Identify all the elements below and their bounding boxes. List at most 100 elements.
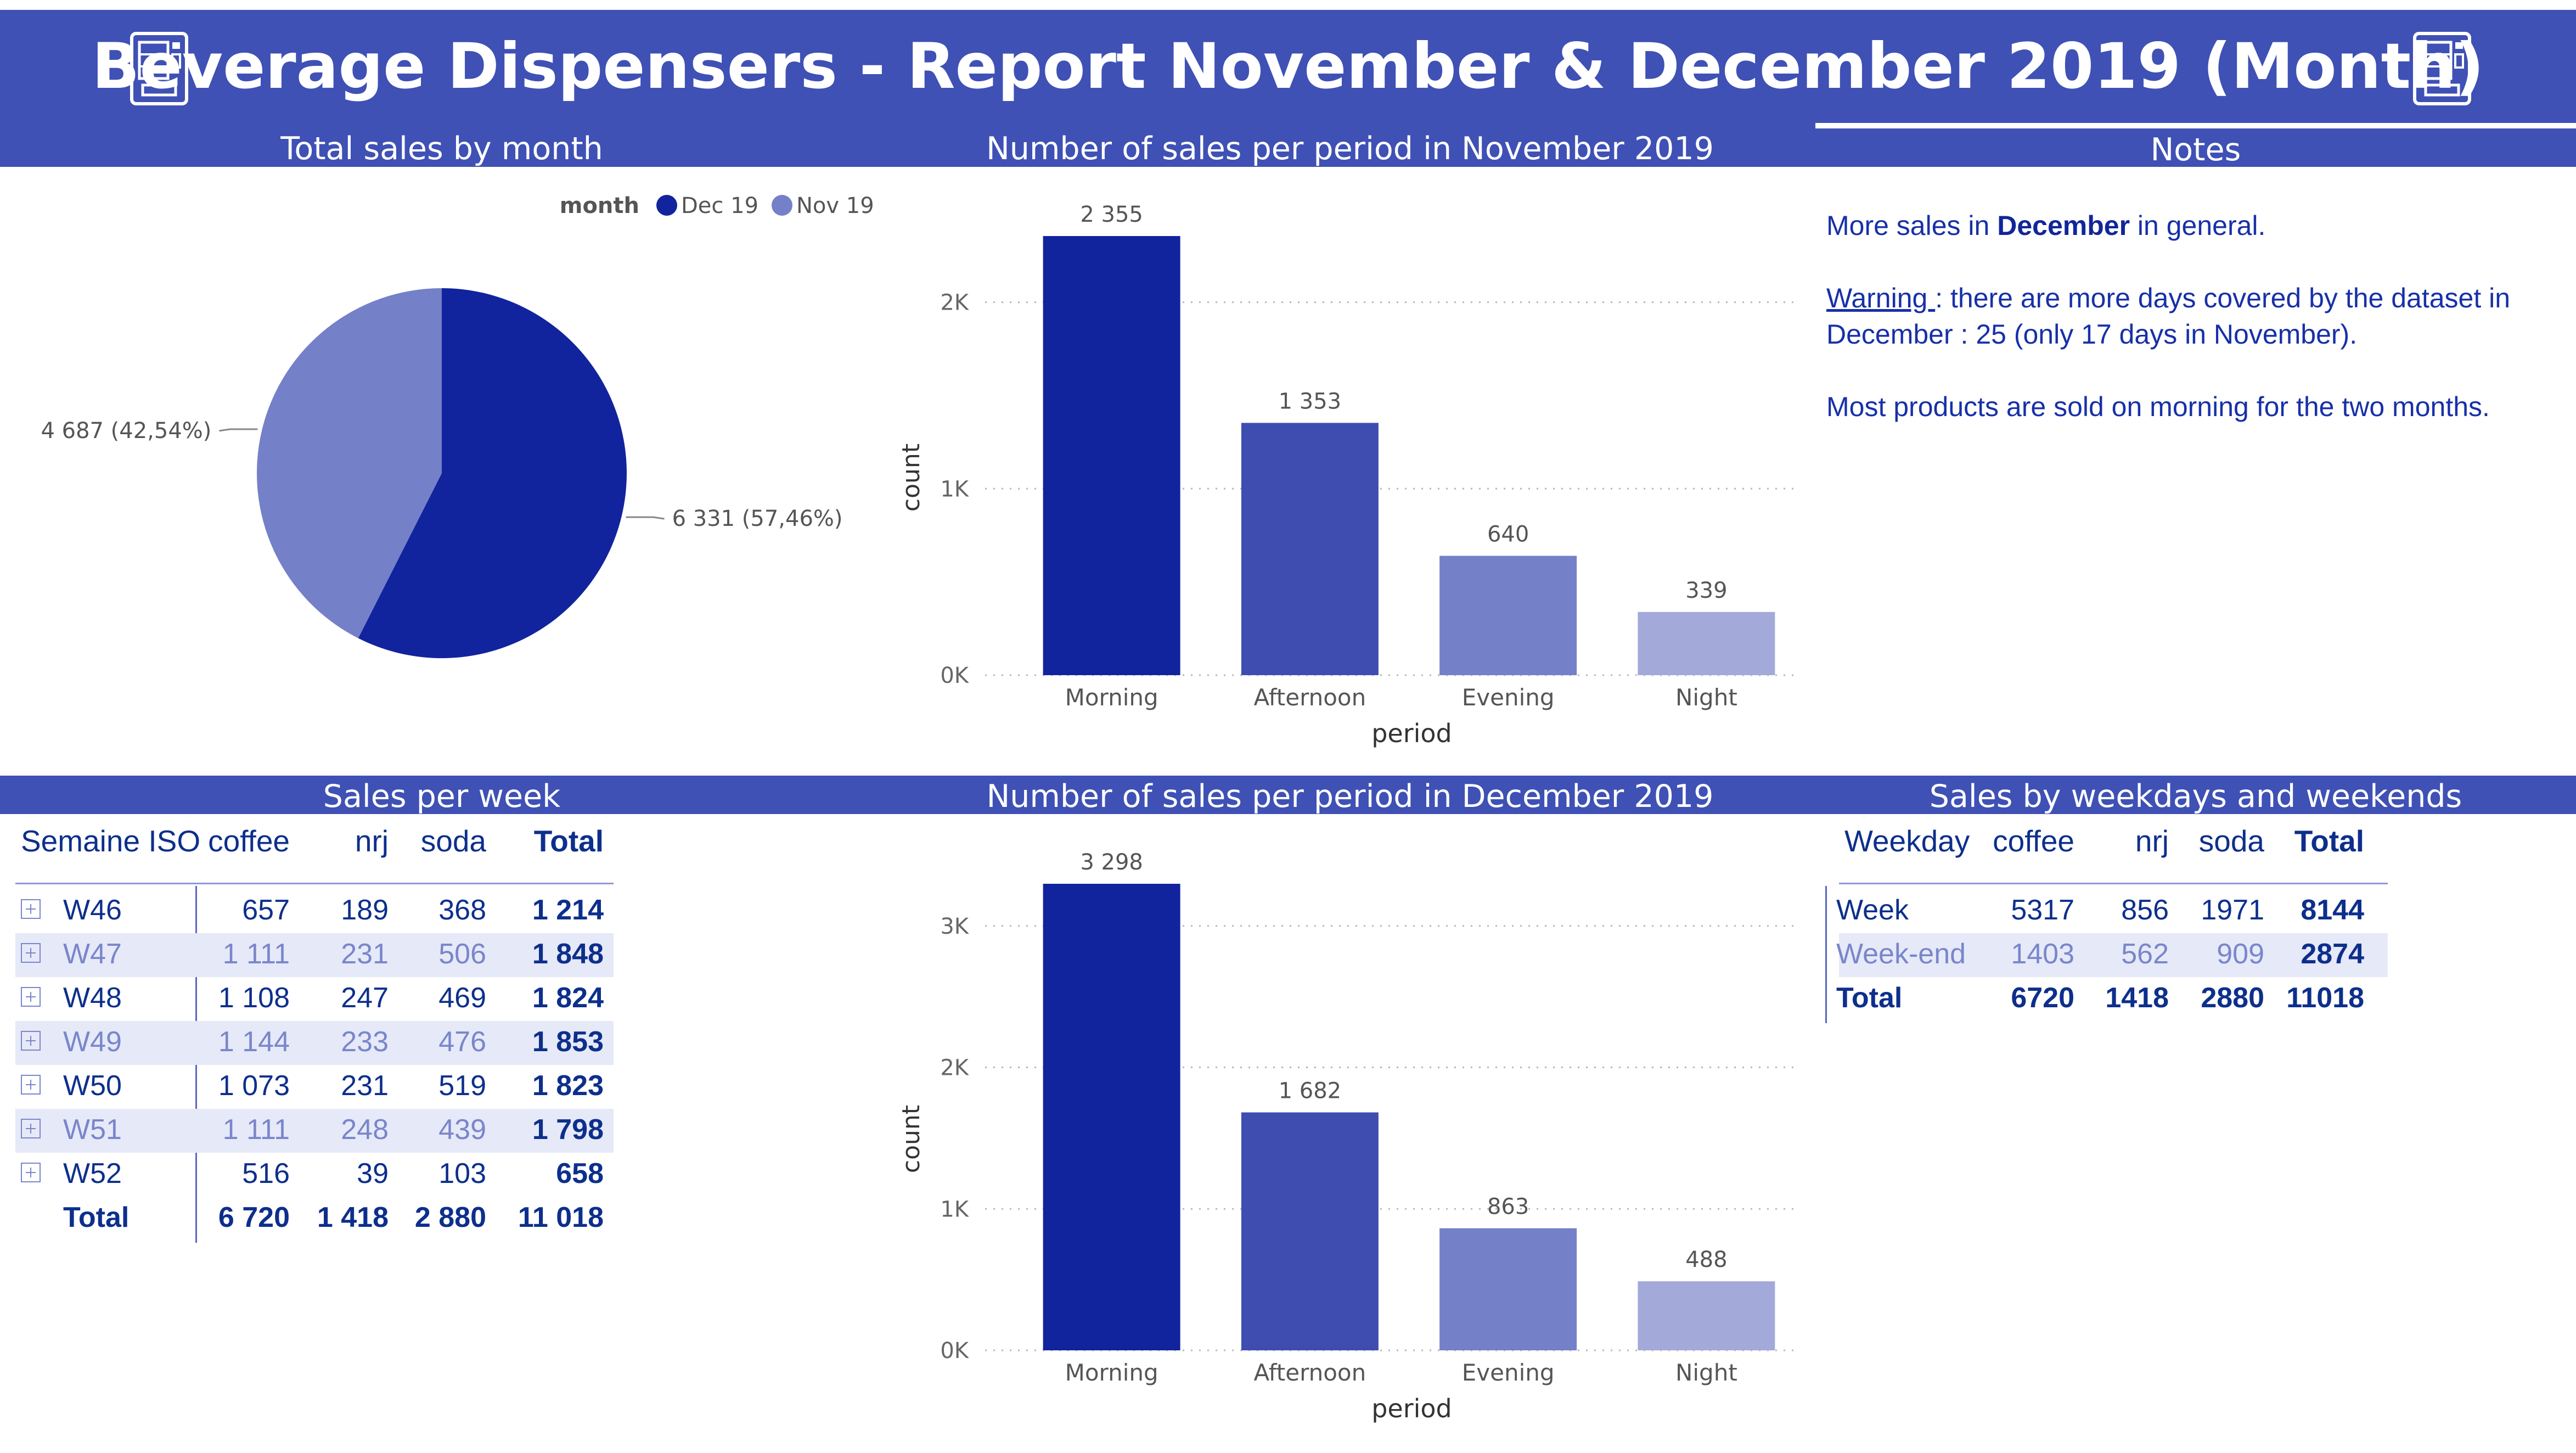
pie-data-label: 6 331 (57,46%)	[672, 506, 843, 531]
expand-icon[interactable]	[21, 943, 41, 963]
expand-icon[interactable]	[21, 987, 41, 1007]
row-label[interactable]: W50	[63, 1070, 122, 1102]
table-cell: 439	[438, 1114, 486, 1146]
row-label[interactable]: W46	[63, 894, 122, 926]
row-label[interactable]: W49	[63, 1026, 122, 1058]
column-header[interactable]: Weekday	[1844, 824, 1970, 858]
nov-bar-chart: 0K 1K 2K count 2 355 Morning 1 353 Afternoon 640…	[897, 202, 1800, 748]
table-cell: 1403	[2011, 938, 2074, 970]
column-header[interactable]: Semaine ISO	[21, 824, 201, 858]
column-header[interactable]: Total	[533, 824, 604, 858]
x-tick-label: Night	[1675, 684, 1737, 711]
table-cell: 103	[438, 1158, 486, 1190]
table-cell: 856	[2121, 894, 2169, 926]
bar-afternoon[interactable]	[1241, 423, 1379, 675]
column-divider	[1825, 886, 1827, 1023]
expand-icon[interactable]	[21, 899, 41, 919]
y-tick-label: 1K	[940, 476, 969, 502]
legend-item-label[interactable]: Dec 19	[681, 193, 758, 218]
table-cell: 476	[438, 1026, 486, 1058]
total-row-label: Total	[63, 1202, 130, 1233]
pie-slice-dec-19[interactable]	[358, 288, 627, 658]
notes-text: More sales in December in general. Warni…	[1826, 207, 2562, 461]
y-tick-label: 1K	[940, 1197, 969, 1222]
table-cell: 231	[341, 938, 389, 970]
pie-slice-nov-19[interactable]	[256, 288, 442, 638]
x-tick-label: Evening	[1462, 684, 1555, 711]
table-cell: 1 824	[532, 982, 604, 1014]
column-header[interactable]: coffee	[208, 824, 290, 858]
legend-marker	[772, 195, 792, 216]
legend-item-label[interactable]: Nov 19	[796, 193, 874, 218]
bar-evening[interactable]	[1439, 556, 1577, 675]
x-tick-label: Afternoon	[1254, 684, 1366, 711]
row-label[interactable]: W51	[63, 1114, 122, 1146]
y-tick-label: 2K	[940, 1056, 969, 1081]
table-cell: 658	[556, 1158, 604, 1190]
weekday-weekend-table: Weekday coffee nrj soda Total Week 5317 856 1971…	[1825, 823, 2388, 1043]
bar-value-label: 339	[1685, 578, 1727, 603]
table-cell: 1 073	[218, 1070, 290, 1102]
row-highlight	[15, 933, 614, 977]
table-cell: 909	[2217, 938, 2264, 970]
header-divider	[15, 883, 614, 884]
row-label[interactable]: W48	[63, 982, 122, 1014]
notes-section-bar	[1815, 128, 2576, 167]
column-header[interactable]: soda	[420, 824, 486, 858]
bar-afternoon[interactable]	[1241, 1112, 1379, 1350]
bar-night[interactable]	[1638, 612, 1775, 675]
x-tick-label: Morning	[1065, 684, 1158, 711]
table-cell: 562	[2121, 938, 2169, 970]
pie-chart: 6 331 (57,46%) 4 687 (42,54%) month Dec 19 N…	[41, 193, 874, 658]
expand-icon[interactable]	[21, 1119, 41, 1138]
row-label[interactable]: Week-end	[1836, 938, 1966, 970]
vending-machine-icon	[2413, 32, 2471, 105]
bar-morning[interactable]	[1043, 884, 1180, 1350]
x-tick-label: Afternoon	[1254, 1359, 1366, 1386]
bar-morning[interactable]	[1043, 236, 1180, 675]
y-tick-label: 2K	[940, 290, 969, 316]
table-cell: 506	[438, 938, 486, 970]
table-cell: 5317	[2011, 894, 2074, 926]
total-cell: 6720	[2011, 982, 2074, 1014]
nov-chart-title: Number of sales per period in November 2…	[986, 131, 1714, 167]
sales-per-week-table: Semaine ISO coffee nrj soda Total W46 657 189 36…	[0, 823, 626, 1263]
table-cell: 1971	[2201, 894, 2264, 926]
table-cell: 8144	[2301, 894, 2364, 926]
table-cell: 247	[341, 982, 389, 1014]
y-axis-label: count	[897, 1105, 925, 1173]
expand-icon[interactable]	[21, 1031, 41, 1051]
x-tick-label: Evening	[1462, 1359, 1555, 1386]
bar-evening[interactable]	[1439, 1228, 1577, 1350]
row-label[interactable]: Week	[1836, 894, 1909, 926]
row-highlight	[15, 1021, 614, 1065]
total-row-label: Total	[1836, 982, 1903, 1014]
column-header[interactable]: nrj	[2135, 824, 2169, 858]
table-cell: 368	[438, 894, 486, 926]
column-header[interactable]: coffee	[1993, 824, 2074, 858]
legend-title: month	[560, 193, 639, 218]
bar-value-label: 3 298	[1080, 850, 1143, 875]
column-header[interactable]: Total	[2294, 824, 2364, 858]
total-cell: 11 018	[518, 1202, 604, 1233]
table-cell: 516	[242, 1158, 290, 1190]
row-label[interactable]: W47	[63, 938, 122, 970]
row-label[interactable]: W52	[63, 1158, 122, 1190]
pie-title: Total sales by month	[280, 131, 603, 167]
table-cell: 1 848	[532, 938, 604, 970]
bar-night[interactable]	[1638, 1281, 1775, 1350]
y-tick-label: 0K	[940, 1338, 969, 1364]
expand-icon[interactable]	[21, 1075, 41, 1095]
y-axis-label: count	[897, 444, 925, 512]
x-axis-label: period	[1371, 719, 1452, 748]
dec-bar-chart: 0K 1K 2K 3K count 3 298 Morning 1 682 Afternoon 8…	[897, 850, 1800, 1423]
expand-icon[interactable]	[21, 1163, 41, 1182]
notes-title: Notes	[2150, 132, 2241, 168]
bar-value-label: 488	[1685, 1247, 1727, 1272]
pie-leader-line	[219, 428, 258, 432]
table-cell: 657	[242, 894, 290, 926]
column-header[interactable]: soda	[2198, 824, 2264, 858]
bar-value-label: 1 353	[1279, 389, 1342, 414]
table-cell: 1 111	[222, 938, 290, 970]
column-header[interactable]: nrj	[355, 824, 389, 858]
